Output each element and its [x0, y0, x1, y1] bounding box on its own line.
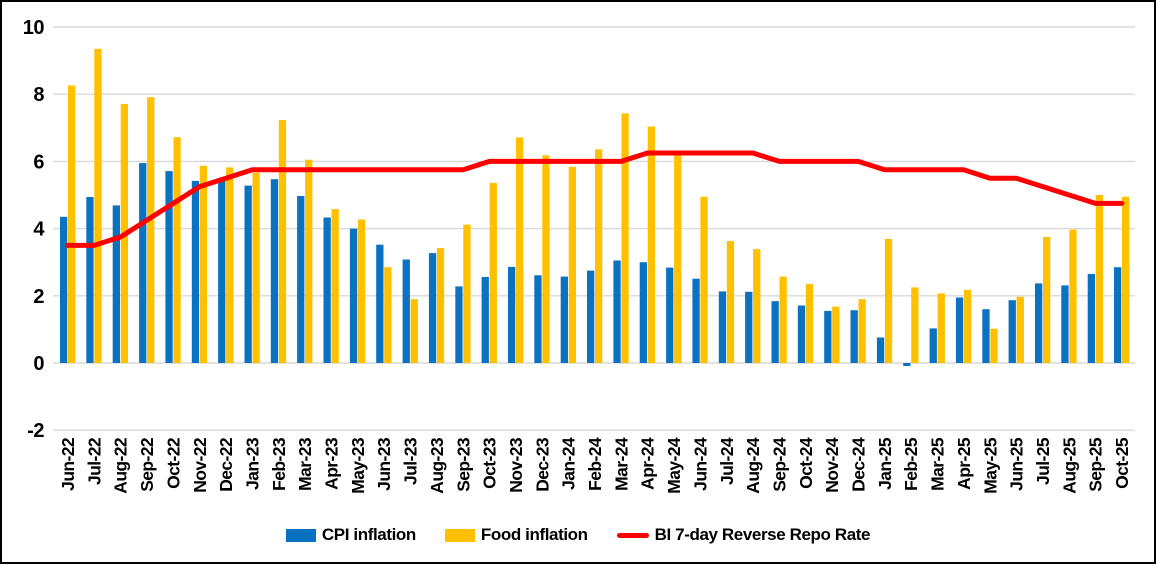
legend-item-food-inflation: Food inflation [444, 525, 588, 545]
cpi-inflation-swatch-icon [285, 528, 316, 542]
svg-text:6: 6 [33, 151, 44, 173]
legend-item-cpi-inflation: CPI inflation [285, 525, 416, 545]
svg-text:Aug-22: Aug-22 [111, 437, 131, 494]
legend-item-repo-rate: BI 7-day Reverse Repo Rate [616, 525, 871, 545]
svg-text:Jun-25: Jun-25 [1007, 437, 1027, 491]
svg-text:Feb-24: Feb-24 [585, 437, 605, 491]
svg-text:May-24: May-24 [664, 437, 684, 494]
svg-text:10: 10 [23, 17, 45, 39]
svg-text:Oct-23: Oct-23 [480, 437, 500, 489]
svg-text:Oct-25: Oct-25 [1112, 437, 1132, 489]
svg-text:Oct-24: Oct-24 [796, 437, 816, 489]
repo-rate-line-swatch-icon [616, 532, 649, 538]
svg-text:Jan-24: Jan-24 [559, 437, 579, 490]
svg-text:Jul-23: Jul-23 [401, 437, 421, 485]
svg-text:Mar-24: Mar-24 [611, 437, 631, 491]
svg-text:0: 0 [33, 353, 44, 375]
svg-text:Jun-23: Jun-23 [374, 437, 394, 491]
svg-text:Mar-23: Mar-23 [295, 437, 315, 491]
svg-text:May-23: May-23 [348, 437, 368, 494]
svg-text:Jun-24: Jun-24 [690, 437, 710, 491]
svg-text:8: 8 [33, 84, 44, 106]
svg-text:Sep-23: Sep-23 [453, 437, 473, 492]
svg-text:Jul-22: Jul-22 [84, 437, 104, 485]
svg-text:Apr-23: Apr-23 [322, 437, 342, 490]
svg-text:Sep-24: Sep-24 [770, 437, 790, 492]
svg-text:May-25: May-25 [980, 437, 1000, 494]
svg-text:Aug-24: Aug-24 [743, 437, 763, 494]
svg-text:Jul-24: Jul-24 [717, 437, 737, 485]
svg-text:Jan-23: Jan-23 [243, 437, 263, 490]
food-inflation-swatch-icon [444, 528, 475, 542]
svg-text:Feb-25: Feb-25 [901, 437, 921, 491]
svg-text:Apr-24: Apr-24 [638, 437, 658, 490]
repo-rate-legend-label: BI 7-day Reverse Repo Rate [654, 525, 871, 544]
food-inflation-legend-label: Food inflation [480, 525, 588, 544]
cpi-inflation-legend-label: CPI inflation [321, 525, 416, 544]
svg-text:Jun-22: Jun-22 [58, 437, 78, 491]
svg-text:2: 2 [33, 286, 44, 308]
svg-text:Oct-22: Oct-22 [163, 437, 183, 489]
svg-text:Dec-22: Dec-22 [216, 437, 236, 492]
svg-text:Aug-25: Aug-25 [1059, 437, 1079, 494]
chart-legend: CPI inflation Food inflation BI 7-day Re… [2, 521, 1154, 549]
svg-text:Sep-25: Sep-25 [1086, 437, 1106, 492]
svg-text:Feb-23: Feb-23 [269, 437, 289, 491]
svg-text:Apr-25: Apr-25 [954, 437, 974, 490]
svg-text:Dec-23: Dec-23 [532, 437, 552, 492]
svg-text:Dec-24: Dec-24 [849, 437, 869, 492]
svg-text:Aug-23: Aug-23 [427, 437, 447, 494]
svg-text:-2: -2 [27, 420, 44, 442]
svg-text:Mar-25: Mar-25 [928, 437, 948, 491]
svg-text:Nov-23: Nov-23 [506, 437, 526, 493]
svg-text:Sep-22: Sep-22 [137, 437, 157, 492]
svg-text:4: 4 [33, 219, 45, 241]
svg-text:Nov-22: Nov-22 [190, 437, 210, 493]
svg-text:Jul-25: Jul-25 [1033, 437, 1053, 485]
svg-text:Nov-24: Nov-24 [822, 437, 842, 493]
svg-text:Jan-25: Jan-25 [875, 437, 895, 490]
